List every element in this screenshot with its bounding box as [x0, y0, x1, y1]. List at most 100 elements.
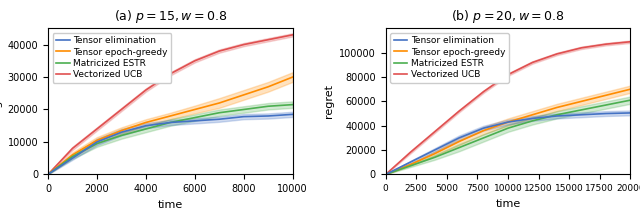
- Tensor epoch-greedy: [289, 76, 296, 78]
- Tensor elimination: [118, 131, 125, 133]
- Tensor epoch-greedy: [44, 173, 52, 176]
- Tensor elimination: [602, 112, 610, 115]
- Vectorized UCB: [627, 40, 634, 43]
- Tensor epoch-greedy: [166, 115, 174, 117]
- Matricized ESTR: [553, 113, 561, 116]
- Matricized ESTR: [44, 173, 52, 176]
- Tensor elimination: [553, 115, 561, 117]
- Matricized ESTR: [142, 128, 150, 130]
- Vectorized UCB: [93, 128, 100, 130]
- Vectorized UCB: [264, 38, 272, 41]
- Tensor elimination: [455, 136, 463, 139]
- Title: (b) $p = 20, w = 0.8$: (b) $p = 20, w = 0.8$: [451, 8, 564, 25]
- Line: Matricized ESTR: Matricized ESTR: [48, 105, 292, 174]
- Line: Tensor elimination: Tensor elimination: [48, 114, 292, 174]
- Vectorized UCB: [118, 108, 125, 111]
- Matricized ESTR: [627, 99, 634, 101]
- Vectorized UCB: [142, 89, 150, 91]
- Matricized ESTR: [264, 105, 272, 107]
- Vectorized UCB: [578, 46, 586, 49]
- Tensor epoch-greedy: [216, 102, 223, 104]
- Tensor elimination: [289, 113, 296, 116]
- Tensor epoch-greedy: [191, 108, 198, 111]
- Matricized ESTR: [93, 142, 100, 145]
- Vectorized UCB: [289, 34, 296, 36]
- Tensor epoch-greedy: [406, 163, 414, 166]
- Tensor elimination: [142, 124, 150, 127]
- Tensor epoch-greedy: [93, 139, 100, 142]
- Tensor epoch-greedy: [68, 154, 76, 156]
- Matricized ESTR: [602, 104, 610, 106]
- Matricized ESTR: [118, 134, 125, 137]
- Tensor epoch-greedy: [382, 173, 390, 176]
- Tensor elimination: [68, 157, 76, 160]
- Tensor elimination: [191, 119, 198, 122]
- Tensor epoch-greedy: [504, 121, 512, 123]
- Vectorized UCB: [382, 173, 390, 176]
- Vectorized UCB: [455, 110, 463, 112]
- Tensor epoch-greedy: [142, 121, 150, 124]
- Line: Tensor elimination: Tensor elimination: [386, 113, 630, 174]
- Tensor elimination: [627, 112, 634, 114]
- Y-axis label: regret: regret: [324, 84, 333, 118]
- Legend: Tensor elimination, Tensor epoch-greedy, Matricized ESTR, Vectorized UCB: Tensor elimination, Tensor epoch-greedy,…: [52, 33, 172, 83]
- Line: Vectorized UCB: Vectorized UCB: [386, 42, 630, 174]
- Tensor elimination: [406, 161, 414, 164]
- Matricized ESTR: [289, 103, 296, 106]
- X-axis label: time: time: [157, 200, 183, 210]
- Vectorized UCB: [44, 173, 52, 176]
- Y-axis label: regret: regret: [0, 84, 2, 118]
- Tensor epoch-greedy: [118, 129, 125, 132]
- Tensor elimination: [44, 173, 52, 176]
- Tensor elimination: [216, 118, 223, 121]
- Line: Tensor epoch-greedy: Tensor epoch-greedy: [48, 77, 292, 174]
- Tensor epoch-greedy: [480, 129, 488, 132]
- X-axis label: time: time: [495, 199, 521, 209]
- Line: Vectorized UCB: Vectorized UCB: [48, 35, 292, 174]
- Tensor elimination: [93, 141, 100, 143]
- Vectorized UCB: [431, 131, 438, 133]
- Matricized ESTR: [240, 108, 248, 111]
- Tensor elimination: [529, 117, 536, 120]
- Matricized ESTR: [578, 109, 586, 111]
- Tensor elimination: [480, 127, 488, 129]
- Vectorized UCB: [553, 53, 561, 55]
- Matricized ESTR: [504, 127, 512, 129]
- Line: Matricized ESTR: Matricized ESTR: [386, 100, 630, 174]
- Tensor epoch-greedy: [553, 106, 561, 109]
- Matricized ESTR: [166, 121, 174, 124]
- Tensor epoch-greedy: [240, 94, 248, 96]
- Legend: Tensor elimination, Tensor epoch-greedy, Matricized ESTR, Vectorized UCB: Tensor elimination, Tensor epoch-greedy,…: [390, 33, 509, 83]
- Matricized ESTR: [382, 173, 390, 176]
- Tensor epoch-greedy: [529, 113, 536, 116]
- Tensor elimination: [504, 121, 512, 123]
- Vectorized UCB: [68, 147, 76, 150]
- Tensor elimination: [264, 115, 272, 117]
- Matricized ESTR: [431, 156, 438, 159]
- Tensor elimination: [166, 121, 174, 124]
- Vectorized UCB: [480, 90, 488, 93]
- Vectorized UCB: [529, 61, 536, 64]
- Tensor epoch-greedy: [455, 140, 463, 143]
- Tensor elimination: [240, 115, 248, 118]
- Vectorized UCB: [166, 72, 174, 75]
- Matricized ESTR: [406, 165, 414, 167]
- Tensor epoch-greedy: [431, 152, 438, 155]
- Matricized ESTR: [529, 119, 536, 122]
- Vectorized UCB: [216, 50, 223, 52]
- Vectorized UCB: [406, 151, 414, 154]
- Tensor elimination: [578, 113, 586, 116]
- Tensor elimination: [382, 173, 390, 176]
- Tensor epoch-greedy: [578, 100, 586, 103]
- Matricized ESTR: [68, 155, 76, 158]
- Matricized ESTR: [191, 116, 198, 119]
- Vectorized UCB: [504, 73, 512, 76]
- Vectorized UCB: [191, 60, 198, 62]
- Title: (a) $p = 15, w = 0.8$: (a) $p = 15, w = 0.8$: [114, 8, 227, 25]
- Matricized ESTR: [455, 146, 463, 149]
- Matricized ESTR: [216, 111, 223, 114]
- Tensor epoch-greedy: [264, 85, 272, 88]
- Line: Tensor epoch-greedy: Tensor epoch-greedy: [386, 89, 630, 174]
- Tensor elimination: [431, 149, 438, 151]
- Vectorized UCB: [240, 43, 248, 46]
